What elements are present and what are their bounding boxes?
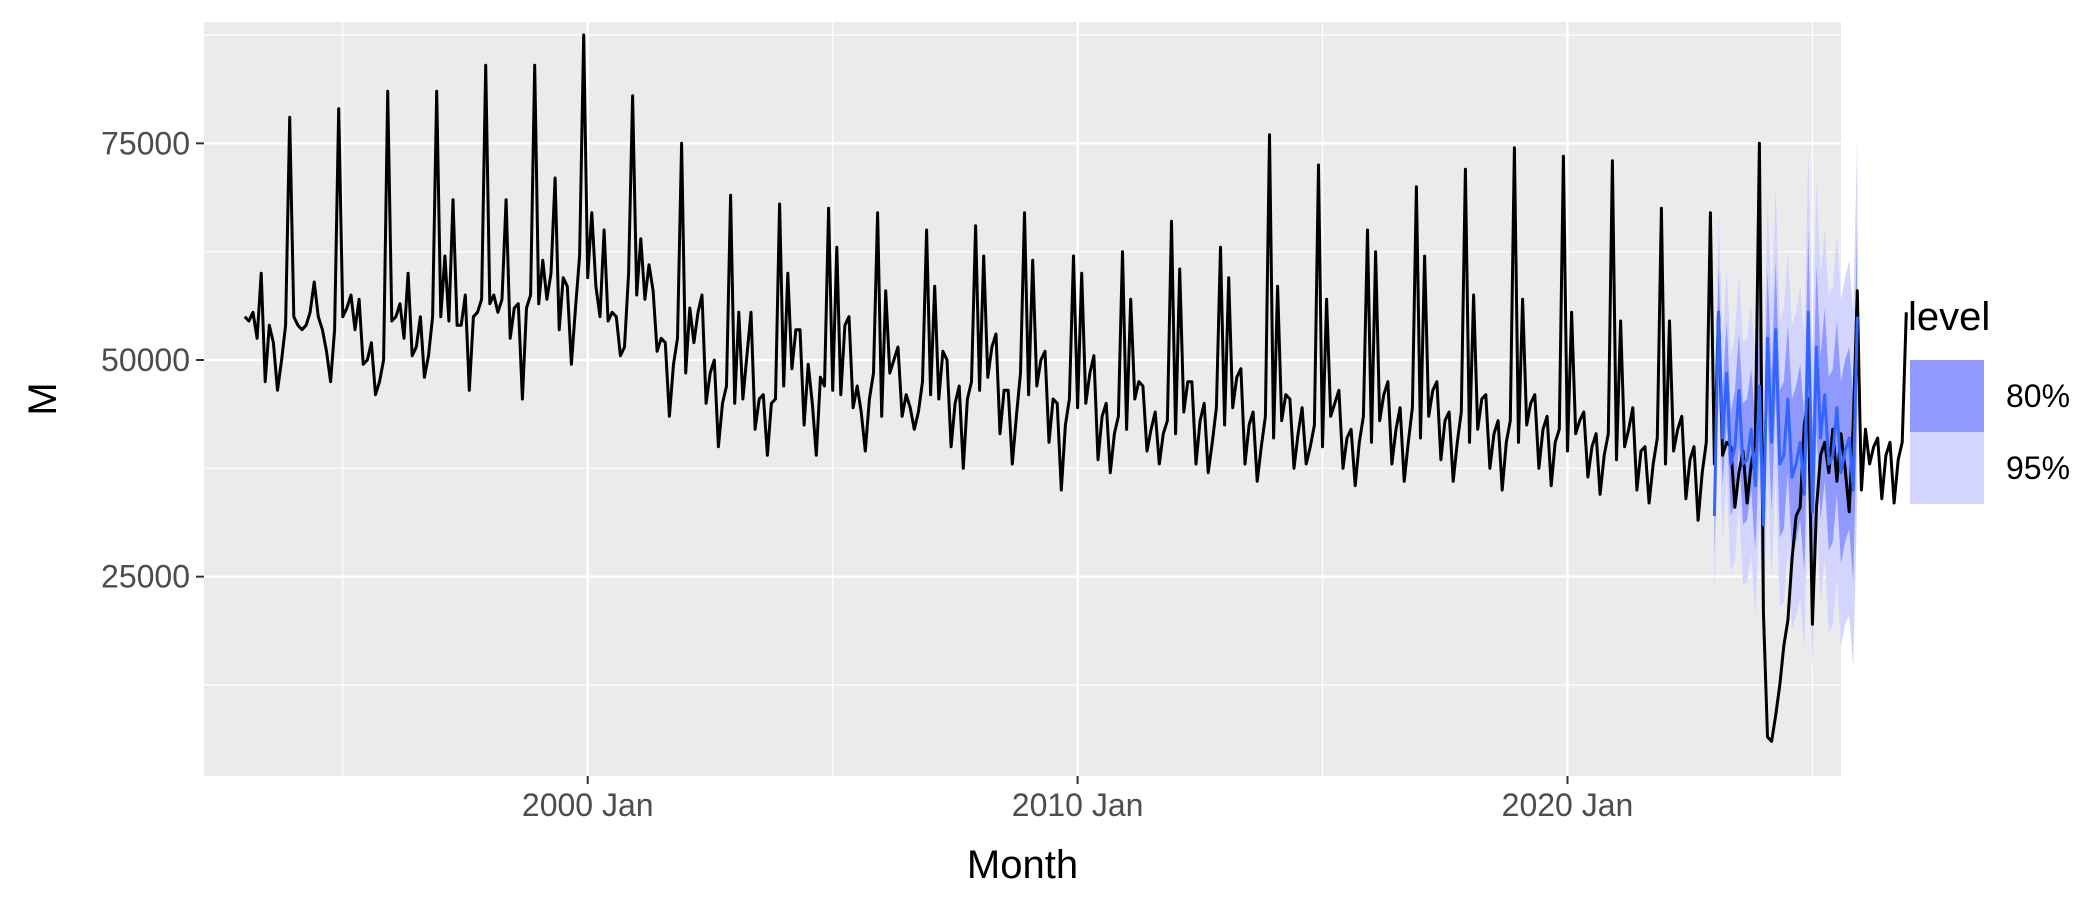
plot-panel	[204, 22, 1841, 776]
y-tick-label: 50000	[101, 342, 190, 378]
legend-title: level	[1908, 295, 1990, 339]
x-tick-label: 2000 Jan	[522, 787, 654, 823]
axis-ticks	[196, 142, 1569, 784]
history-line	[243, 33, 1908, 743]
legend-key-95	[1910, 432, 1984, 504]
major-gridlines	[204, 22, 1841, 776]
y-tick-label: 25000	[101, 559, 190, 595]
legend-key-80	[1910, 360, 1984, 432]
series-lines	[243, 33, 1908, 743]
y-tick-label: 75000	[101, 125, 190, 161]
legend-label-95: 95%	[2006, 450, 2070, 486]
x-axis-title: Month	[967, 843, 1078, 887]
forecast-line	[1712, 310, 1859, 527]
x-tick-label: 2010 Jan	[1012, 787, 1144, 823]
legend-label-80: 80%	[2006, 378, 2070, 414]
legend: level 80% 95%	[1908, 295, 2070, 504]
x-tick-label: 2020 Jan	[1502, 787, 1634, 823]
y-axis-title: M	[21, 382, 65, 415]
tick-labels: 2000 Jan 2010 Jan 2020 Jan 25000 50000 75000	[101, 125, 1633, 823]
